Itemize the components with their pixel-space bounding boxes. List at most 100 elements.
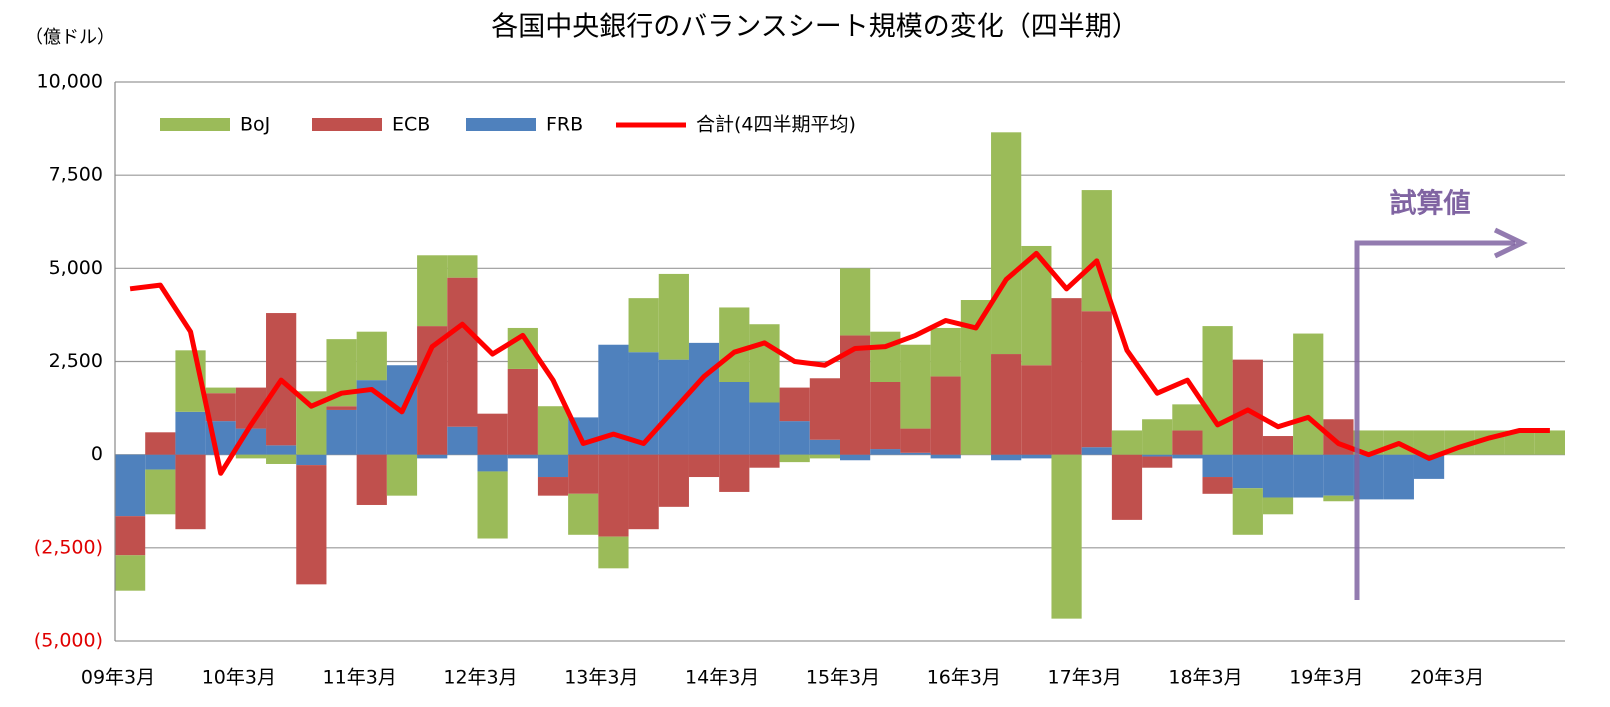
- x-tick-label: 16年3月: [927, 667, 1001, 689]
- bar: [809, 454, 840, 459]
- bar: [749, 454, 780, 468]
- bar: [356, 331, 387, 381]
- bar: [356, 454, 387, 505]
- bar: [991, 454, 1022, 461]
- x-tick-label: 19年3月: [1289, 667, 1363, 689]
- x-tick-label: 15年3月: [806, 667, 880, 689]
- bar: [1111, 454, 1143, 520]
- bar: [870, 331, 901, 382]
- total-line: [129, 250, 1550, 476]
- bar: [779, 454, 810, 463]
- bar: [991, 354, 1022, 455]
- bar: [568, 454, 599, 494]
- legend-label: 合計(4四半期平均): [696, 114, 856, 136]
- bar: [1232, 359, 1263, 455]
- bar: [1142, 456, 1173, 468]
- bar: [809, 378, 840, 440]
- bar: [1051, 454, 1082, 619]
- y-tick-label: 7,500: [49, 164, 103, 186]
- bar: [296, 465, 327, 585]
- bar: [1262, 454, 1294, 498]
- bar: [809, 439, 840, 455]
- bar: [537, 406, 569, 455]
- bar: [1021, 365, 1052, 455]
- legend-swatch: [160, 118, 230, 131]
- bar: [417, 454, 448, 459]
- bar: [1021, 454, 1052, 459]
- bar: [1293, 454, 1324, 498]
- bar: [507, 454, 538, 459]
- bar: [779, 421, 810, 455]
- bar: [145, 454, 176, 470]
- bar: [1232, 488, 1263, 535]
- bar: [205, 387, 236, 394]
- bar: [1262, 436, 1294, 455]
- legend-swatch: [312, 118, 382, 131]
- legend-swatch: [466, 118, 536, 131]
- bar: [1232, 454, 1263, 489]
- bar: [930, 454, 961, 459]
- bar: [175, 411, 206, 455]
- bar: [175, 454, 206, 530]
- bar: [1142, 419, 1173, 455]
- bar: [537, 454, 569, 478]
- bar: [1293, 333, 1324, 455]
- x-tick-label: 17年3月: [1048, 667, 1122, 689]
- chart-title: 各国中央銀行のバランスシート規模の変化（四半期）: [491, 12, 1138, 43]
- bar: [628, 352, 659, 455]
- bar: [1172, 404, 1203, 431]
- bar: [477, 454, 508, 472]
- bar: [1111, 430, 1143, 455]
- bar: [749, 402, 780, 455]
- y-axis-label: （億ドル）: [25, 27, 115, 48]
- bar: [115, 555, 146, 591]
- bar: [930, 327, 961, 377]
- bar: [145, 469, 176, 515]
- bar: [1081, 447, 1112, 455]
- bar: [568, 493, 599, 535]
- bars: [115, 132, 1565, 619]
- y-tick-label: 10,000: [37, 71, 103, 93]
- bar: [266, 454, 297, 464]
- bar: [1202, 454, 1233, 478]
- bar: [719, 381, 750, 455]
- bar: [1051, 298, 1082, 455]
- bar: [688, 342, 720, 455]
- bar: [386, 454, 418, 496]
- bar: [1323, 495, 1354, 502]
- bar: [1081, 311, 1112, 448]
- bar: [1202, 477, 1233, 494]
- legend-label: FRB: [546, 114, 583, 136]
- bar: [719, 307, 750, 382]
- bar: [598, 454, 629, 537]
- bar: [1202, 326, 1233, 455]
- bar: [900, 428, 931, 453]
- bar: [870, 449, 901, 455]
- bar: [145, 432, 176, 455]
- bar: [840, 268, 871, 336]
- bar: [115, 454, 146, 517]
- bar: [266, 445, 297, 455]
- x-tick-label: 20年3月: [1410, 667, 1484, 689]
- bar: [1172, 430, 1203, 455]
- bar: [749, 324, 780, 403]
- bar: [1383, 454, 1414, 500]
- bar: [115, 516, 146, 556]
- bar: [688, 454, 720, 478]
- bar: [417, 255, 448, 327]
- bar: [779, 387, 810, 422]
- legend-label: ECB: [392, 114, 430, 136]
- bar: [1172, 454, 1203, 459]
- bar: [477, 413, 508, 455]
- y-tick-label: (5,000): [34, 630, 103, 652]
- bar: [628, 298, 659, 353]
- bar: [296, 454, 327, 466]
- bar: [1413, 430, 1445, 455]
- bar: [507, 368, 538, 455]
- y-tick-label: 2,500: [49, 350, 103, 372]
- x-tick-label: 12年3月: [443, 667, 517, 689]
- x-tick-label: 14年3月: [685, 667, 759, 689]
- x-tick-label: 09年3月: [81, 667, 155, 689]
- bar: [900, 344, 931, 429]
